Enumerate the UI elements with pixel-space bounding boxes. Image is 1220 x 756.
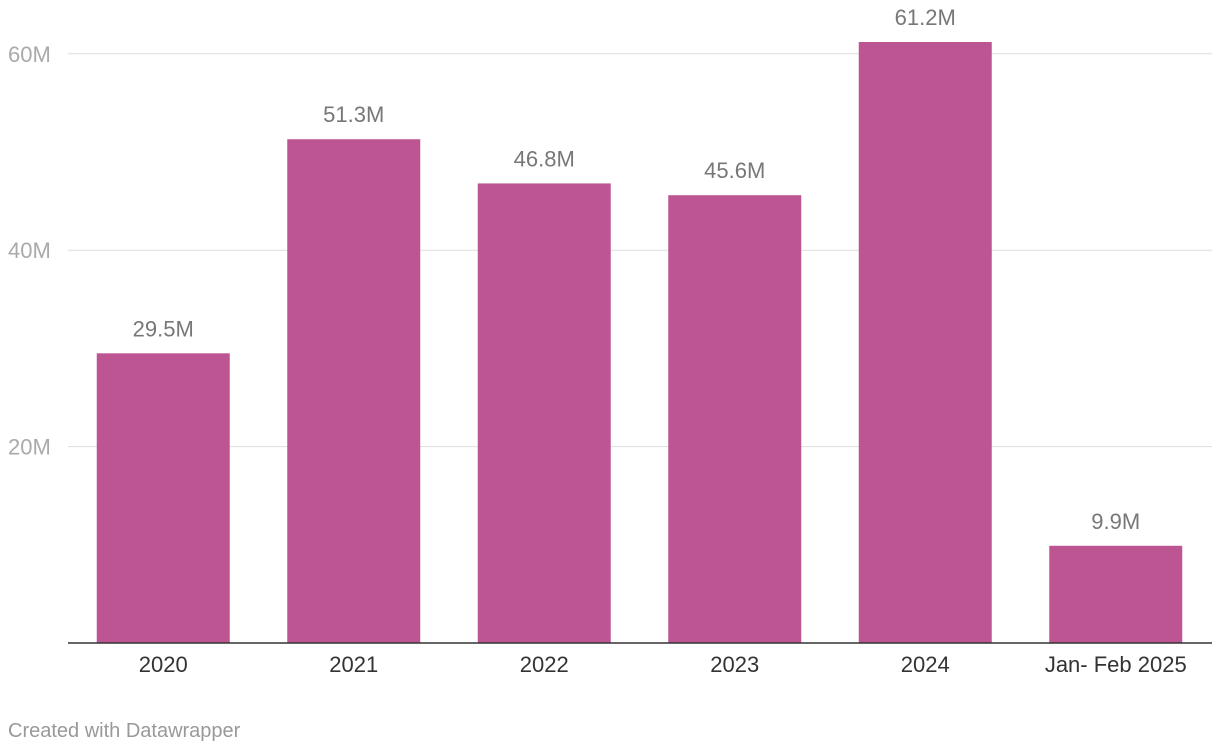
bar-value-label: 9.9M xyxy=(1091,509,1140,534)
bar-value-label: 51.3M xyxy=(323,102,384,127)
y-tick-label: 60M xyxy=(8,42,51,67)
x-tick-label: 2024 xyxy=(901,652,950,677)
bar-2022 xyxy=(477,183,611,643)
x-tick-label: 2021 xyxy=(329,652,378,677)
bar-2021 xyxy=(287,139,421,643)
bar-value-label: 29.5M xyxy=(133,316,194,341)
bar-chart: 20M 40M 60M 29.5M 2020 51.3M 2021 46.8M 2022 45.6… xyxy=(8,5,1212,677)
bar-value-label: 45.6M xyxy=(704,158,765,183)
x-tick-label: 2022 xyxy=(520,652,569,677)
bar-2023 xyxy=(668,195,802,643)
x-tick-label: Jan- Feb 2025 xyxy=(1045,652,1187,677)
bar-2024 xyxy=(858,42,992,644)
x-tick-label: 2020 xyxy=(139,652,188,677)
x-tick-label: 2023 xyxy=(710,652,759,677)
y-tick-label: 20M xyxy=(8,435,51,460)
bar-value-label: 61.2M xyxy=(895,5,956,30)
y-tick-label: 40M xyxy=(8,238,51,263)
bar-jan--feb-2025 xyxy=(1049,545,1183,643)
bar-value-label: 46.8M xyxy=(514,146,575,171)
datawrapper-credit[interactable]: Created with Datawrapper xyxy=(8,720,241,742)
bar-2020 xyxy=(96,353,230,643)
